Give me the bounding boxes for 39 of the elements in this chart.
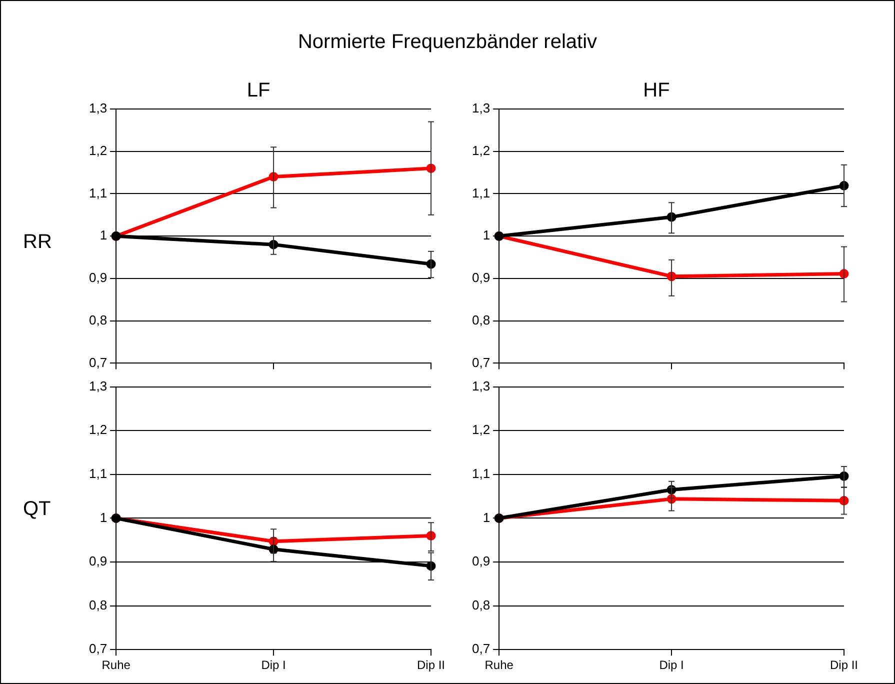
y-tick-label: 0,9 xyxy=(472,554,490,569)
x-tick-label: Ruhe xyxy=(484,658,514,672)
y-tick-label: 1,3 xyxy=(472,378,490,394)
y-tick-label: 0,8 xyxy=(472,597,490,612)
y-tick-label: 1,3 xyxy=(88,100,108,116)
y-tick-label: 0,9 xyxy=(472,270,490,286)
y-tick-label: 1,3 xyxy=(472,100,490,116)
y-tick-label: 1 xyxy=(482,228,490,243)
y-tick-label: 0,8 xyxy=(472,312,490,328)
y-tick-label: 0,8 xyxy=(88,312,108,328)
chart-title: LF xyxy=(246,80,270,102)
y-tick-label: 1,1 xyxy=(472,466,490,481)
y-tick-label: 1 xyxy=(482,510,490,525)
y-tick-label: 0,7 xyxy=(88,354,108,370)
y-tick-label: 1,2 xyxy=(88,422,108,438)
y-tick-label: 1,1 xyxy=(88,466,108,481)
y-axis-title: QT xyxy=(23,498,51,521)
x-tick-label: Dip I xyxy=(261,658,286,672)
y-tick-label: 0,8 xyxy=(88,597,108,612)
y-tick-label: 1,1 xyxy=(88,185,108,200)
x-tick-label: Ruhe xyxy=(102,658,131,672)
y-tick-label: 0,7 xyxy=(88,641,108,656)
y-tick-label: 1,2 xyxy=(88,142,108,158)
chart-title: HF xyxy=(643,80,670,102)
x-tick-label: Dip II xyxy=(830,658,858,672)
y-tick-label: 1,2 xyxy=(472,142,490,158)
y-tick-label: 0,7 xyxy=(472,354,490,370)
y-tick-label: 1 xyxy=(100,228,108,243)
y-tick-label: 0,7 xyxy=(472,641,490,656)
x-tick-label: Dip I xyxy=(659,658,684,672)
y-axis-title: RR xyxy=(23,231,52,254)
y-tick-label: 0,9 xyxy=(88,270,108,286)
y-tick-label: 1 xyxy=(100,510,108,525)
x-tick-label: Dip II xyxy=(416,658,446,672)
y-tick-label: 0,9 xyxy=(88,554,108,569)
y-tick-label: 1,3 xyxy=(88,378,108,394)
text: Normierte Frequenzbänder relativ xyxy=(296,31,598,54)
y-tick-label: 1,2 xyxy=(472,422,490,438)
y-tick-label: 1,1 xyxy=(472,185,490,200)
